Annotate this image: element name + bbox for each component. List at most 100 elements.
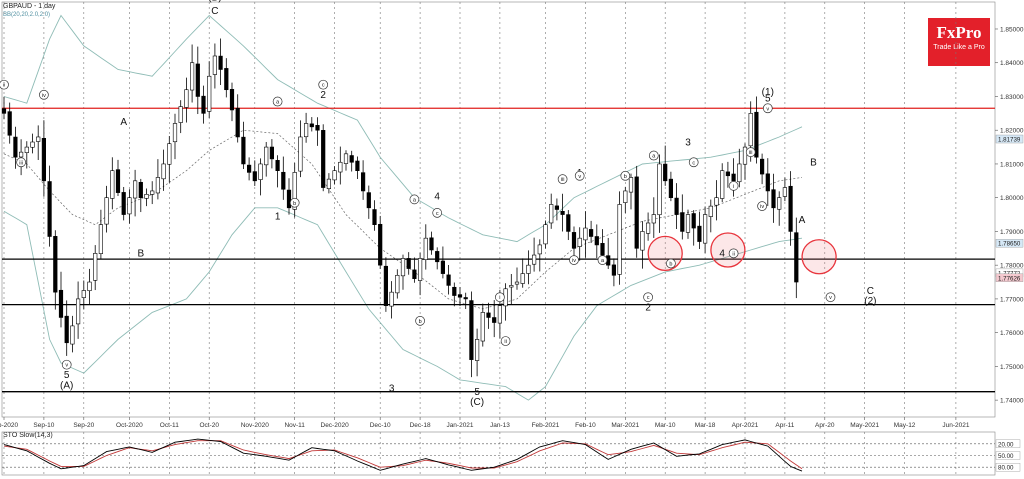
candle-body bbox=[218, 55, 223, 70]
candle-body bbox=[275, 160, 280, 171]
candle-body bbox=[748, 113, 753, 147]
candle-body bbox=[366, 192, 371, 209]
candle-body bbox=[668, 178, 673, 198]
x-tick-label: May-12 bbox=[894, 422, 916, 429]
candle-body bbox=[309, 123, 314, 128]
candle-body bbox=[281, 171, 286, 190]
bollinger-label: BB(20,20,2.0,2.0) bbox=[3, 12, 51, 18]
x-tick-label: Dec-10 bbox=[370, 422, 391, 429]
candle-body bbox=[777, 197, 782, 210]
wave-label: 5 bbox=[64, 370, 70, 381]
wave-label: A bbox=[120, 117, 127, 128]
candle-body bbox=[1, 108, 7, 114]
x-tick-label: Jun-2021 bbox=[942, 422, 969, 429]
candle-body bbox=[435, 251, 440, 263]
wave-label: C bbox=[211, 6, 218, 17]
x-tick-label: Mar-18 bbox=[695, 422, 716, 429]
price-marker-box bbox=[995, 239, 1024, 248]
sto-level-box bbox=[995, 439, 1021, 448]
candle-body bbox=[742, 146, 748, 165]
candle-body bbox=[93, 253, 98, 281]
x-tick-label: Oct-11 bbox=[160, 422, 179, 429]
wave-circle-label: b bbox=[419, 319, 422, 325]
wave-circle bbox=[620, 170, 631, 181]
wave-circle bbox=[569, 255, 579, 265]
candle-body bbox=[36, 136, 41, 142]
candle-body bbox=[549, 204, 554, 224]
candle-body bbox=[531, 254, 537, 265]
main-panel-frame bbox=[1, 1, 996, 418]
candle-body bbox=[315, 125, 320, 131]
candle-body bbox=[155, 177, 161, 194]
candle-body bbox=[708, 205, 713, 217]
candle-body bbox=[172, 123, 178, 143]
candle-body bbox=[782, 187, 787, 197]
price-marker-label: 1.78650 bbox=[998, 241, 1021, 248]
candle-body bbox=[292, 172, 297, 210]
sto-level-box bbox=[995, 451, 1021, 460]
candle-body bbox=[360, 172, 366, 192]
wave-label: 2 bbox=[320, 90, 326, 101]
wave-label: (1) bbox=[762, 87, 774, 98]
bollinger-bands bbox=[3, 14, 803, 401]
wave-circle-label: a bbox=[413, 197, 417, 203]
x-tick-label: Mar-2021 bbox=[611, 422, 639, 429]
highlight-circle bbox=[710, 232, 746, 268]
highlight-circle bbox=[647, 235, 683, 272]
candle-body bbox=[440, 260, 446, 274]
x-tick-label: Oct-2020 bbox=[116, 422, 143, 429]
candle-body bbox=[81, 290, 86, 298]
x-tick-label: Dec-2020 bbox=[321, 422, 350, 429]
wave-circle-label: iii bbox=[19, 160, 23, 166]
wave-circle bbox=[318, 79, 329, 90]
candle-body bbox=[423, 237, 428, 260]
wave-circle bbox=[289, 197, 300, 208]
candle-body bbox=[400, 258, 406, 277]
candle-body bbox=[338, 161, 343, 173]
wave-label: 5 bbox=[474, 387, 480, 398]
wave-circle-label: c bbox=[322, 83, 325, 89]
candle-body bbox=[212, 55, 218, 75]
candle-body bbox=[303, 123, 309, 138]
candle-body bbox=[720, 170, 725, 199]
wave-label: (2) bbox=[864, 296, 876, 307]
sto-d-line bbox=[3, 440, 803, 470]
wave-label: 1 bbox=[275, 212, 281, 223]
candle-body bbox=[623, 190, 628, 203]
wave-labels: (B)CA2(1)531B4AB142C(2)5(A)35(C)iviiiiiv… bbox=[0, 0, 877, 408]
candle-body bbox=[765, 173, 770, 192]
candle-body bbox=[252, 171, 257, 182]
candle-body bbox=[412, 269, 417, 279]
wave-circle bbox=[39, 89, 49, 100]
candle-body bbox=[241, 136, 246, 165]
candle-body bbox=[138, 181, 143, 198]
x-tick-label: Sep-2020 bbox=[0, 422, 18, 429]
candle-body bbox=[759, 158, 765, 175]
candle-body bbox=[691, 213, 696, 229]
candle-body bbox=[167, 143, 172, 165]
wave-circle bbox=[728, 248, 739, 259]
candle-body bbox=[452, 286, 457, 296]
candle-body bbox=[446, 274, 451, 286]
candle-body bbox=[13, 136, 18, 158]
wave-circle-label: i bbox=[733, 184, 734, 190]
symbol-label: GBPAUD - 1 day bbox=[3, 3, 56, 10]
wave-label: B bbox=[137, 249, 144, 260]
wave-circle bbox=[0, 79, 9, 90]
logo-tagline: Trade Like a Pro bbox=[933, 44, 985, 51]
candle-body bbox=[18, 151, 24, 158]
wave-circle bbox=[495, 292, 505, 303]
fxpro-logo: FxPro Trade Like a Pro bbox=[928, 18, 990, 66]
candle-body bbox=[58, 289, 64, 318]
wave-circle bbox=[825, 292, 836, 303]
candle-body bbox=[395, 274, 400, 294]
candle-body bbox=[663, 163, 668, 182]
wave-circle-label: b bbox=[293, 201, 296, 207]
candle-body bbox=[298, 136, 303, 172]
candle-body bbox=[685, 214, 691, 233]
candle-body bbox=[144, 194, 149, 199]
candle-body bbox=[754, 111, 759, 158]
candle-body bbox=[264, 146, 269, 166]
wave-circle-label: b bbox=[669, 261, 672, 267]
y-tick-label: 1.82000 bbox=[1000, 128, 1024, 135]
